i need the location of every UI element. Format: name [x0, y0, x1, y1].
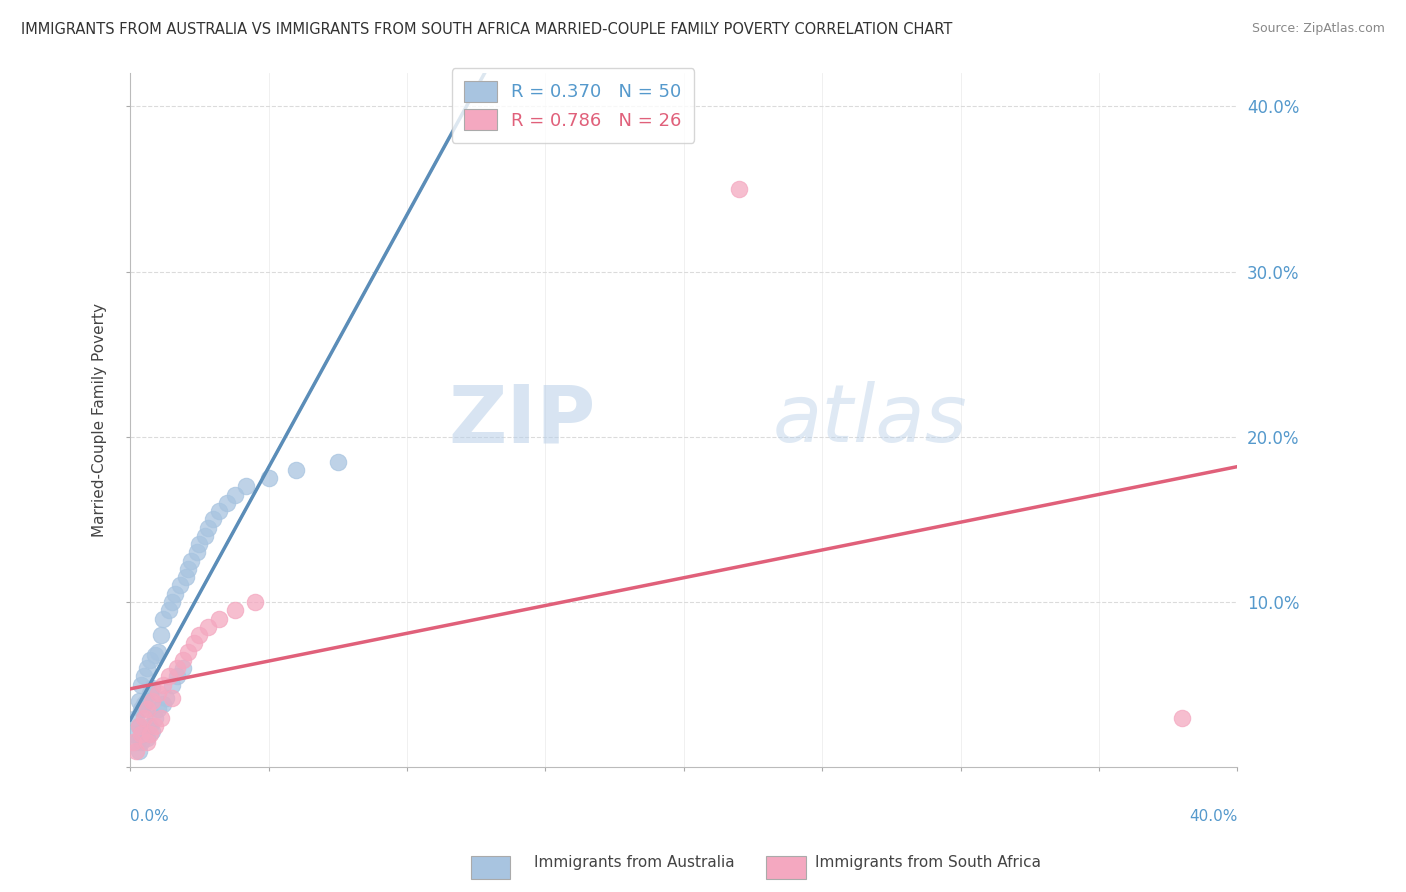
Point — [128, 694, 150, 708]
Point — [197, 620, 219, 634]
Point — [128, 719, 150, 733]
Text: Source: ZipAtlas.com: Source: ZipAtlas.com — [1251, 22, 1385, 36]
Point — [149, 711, 172, 725]
Point — [180, 554, 202, 568]
Point — [166, 661, 188, 675]
Point — [235, 479, 257, 493]
Text: ZIP: ZIP — [449, 381, 595, 459]
Point — [152, 678, 174, 692]
Point — [194, 529, 217, 543]
Point — [160, 690, 183, 705]
Point — [208, 611, 231, 625]
Point — [131, 735, 153, 749]
Point — [208, 504, 231, 518]
Point — [143, 711, 166, 725]
Y-axis label: Married-Couple Family Poverty: Married-Couple Family Poverty — [93, 303, 107, 537]
Text: Immigrants from South Africa: Immigrants from South Africa — [815, 855, 1042, 870]
Point — [131, 727, 153, 741]
Point — [152, 698, 174, 712]
Point — [183, 636, 205, 650]
Point — [160, 678, 183, 692]
Point — [224, 603, 246, 617]
Point — [132, 711, 155, 725]
Point — [146, 644, 169, 658]
Point — [138, 719, 160, 733]
Point — [132, 727, 155, 741]
Point — [138, 653, 160, 667]
Point — [122, 735, 145, 749]
Point — [141, 681, 163, 695]
Text: atlas: atlas — [772, 381, 967, 459]
Point — [1171, 711, 1194, 725]
Point — [135, 702, 157, 716]
Point — [188, 537, 211, 551]
Point — [163, 587, 186, 601]
Point — [326, 454, 349, 468]
Point — [135, 661, 157, 675]
Point — [285, 463, 308, 477]
Point — [128, 744, 150, 758]
Point — [197, 521, 219, 535]
Point — [257, 471, 280, 485]
Point — [146, 702, 169, 716]
Point — [188, 628, 211, 642]
Text: IMMIGRANTS FROM AUSTRALIA VS IMMIGRANTS FROM SOUTH AFRICA MARRIED-COUPLE FAMILY : IMMIGRANTS FROM AUSTRALIA VS IMMIGRANTS … — [21, 22, 952, 37]
Point — [202, 512, 225, 526]
Point — [166, 669, 188, 683]
Point — [174, 570, 197, 584]
Text: 40.0%: 40.0% — [1189, 809, 1237, 824]
Point — [157, 669, 180, 683]
Point — [728, 182, 751, 196]
Point — [138, 686, 160, 700]
Point — [138, 727, 160, 741]
Text: 0.0%: 0.0% — [131, 809, 169, 824]
Point — [132, 669, 155, 683]
Text: Immigrants from Australia: Immigrants from Australia — [534, 855, 735, 870]
Point — [135, 694, 157, 708]
Point — [135, 731, 157, 745]
Point — [143, 648, 166, 662]
Point — [177, 644, 200, 658]
Point — [152, 611, 174, 625]
Point — [128, 719, 150, 733]
Point — [135, 735, 157, 749]
Point — [217, 496, 239, 510]
Point — [186, 545, 208, 559]
Point — [131, 702, 153, 716]
Point — [141, 694, 163, 708]
Legend: R = 0.370   N = 50, R = 0.786   N = 26: R = 0.370 N = 50, R = 0.786 N = 26 — [451, 69, 695, 143]
Point — [146, 686, 169, 700]
Point — [157, 603, 180, 617]
Point — [143, 719, 166, 733]
Point — [172, 653, 194, 667]
Point — [243, 595, 266, 609]
Point — [149, 628, 172, 642]
Point — [132, 698, 155, 712]
Point — [172, 661, 194, 675]
Point — [125, 711, 148, 725]
Point — [125, 744, 148, 758]
Point — [141, 723, 163, 738]
Point — [155, 690, 177, 705]
Point — [224, 487, 246, 501]
Point — [177, 562, 200, 576]
Point — [125, 735, 148, 749]
Point — [160, 595, 183, 609]
Point — [122, 727, 145, 741]
Point — [169, 578, 191, 592]
Point — [131, 678, 153, 692]
